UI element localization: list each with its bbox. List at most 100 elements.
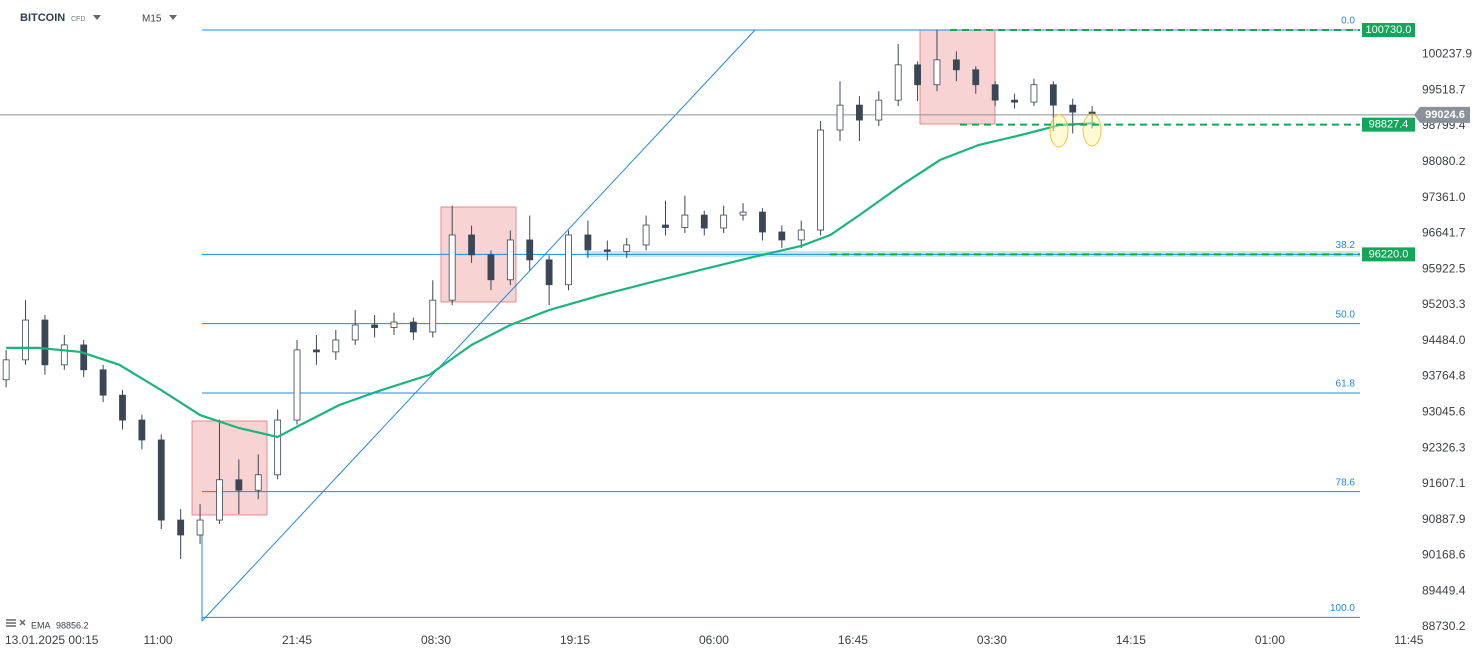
plot-area: 0.0 38.2 50.0 61.8 78.6 100.0	[0, 16, 1415, 618]
candle-body	[1049, 84, 1057, 106]
candle-body	[332, 339, 340, 353]
candle-body	[254, 474, 262, 491]
candle-body	[681, 214, 689, 228]
candle-body	[875, 99, 883, 121]
candle-body	[487, 254, 495, 281]
candle-body	[390, 321, 398, 328]
price-tag	[1362, 23, 1415, 38]
last-price-tag	[1414, 106, 1470, 123]
x-tick-label: 14:15	[1116, 633, 1146, 647]
candle-body	[448, 234, 456, 301]
candle-body	[700, 214, 708, 229]
candle-body	[1030, 84, 1038, 103]
candle-body	[506, 239, 514, 281]
candle-body	[642, 224, 650, 246]
y-tick-label: 97361.0	[1422, 190, 1466, 204]
x-tick-label: 11:45	[1394, 633, 1423, 647]
candle-body	[2, 359, 10, 381]
trend-line	[201, 29, 756, 622]
candle-body	[313, 349, 320, 353]
candle-body	[41, 319, 49, 366]
candle-body	[991, 84, 999, 101]
ema-line	[6, 122, 1096, 439]
candle-body	[545, 259, 553, 286]
y-tick-label: 93045.6	[1422, 404, 1466, 418]
price-tag	[1362, 247, 1415, 262]
candle-body	[565, 234, 572, 286]
fib-label: 100.0	[1330, 603, 1355, 614]
y-tick-label: 88730.2	[1422, 619, 1466, 633]
candle-body	[1069, 104, 1077, 113]
dropdown-arrow[interactable]	[169, 15, 177, 20]
candle-body	[99, 369, 107, 396]
fib-label: 61.8	[1336, 379, 1356, 390]
candle-body	[468, 234, 475, 256]
candle-body	[759, 211, 766, 233]
timeframe[interactable]: M15	[142, 14, 162, 25]
y-tick-label: 95203.3	[1422, 297, 1466, 311]
candle-body	[952, 59, 960, 71]
y-tick-label: 94484.0	[1422, 333, 1466, 347]
x-tick-label: 06:00	[699, 633, 729, 647]
candle-body	[409, 321, 417, 333]
candle-body	[797, 229, 805, 241]
candle-body	[526, 239, 534, 261]
y-tick-label: 99518.7	[1422, 82, 1466, 96]
candle-body	[196, 519, 204, 536]
candle-body	[293, 349, 301, 421]
candle-body	[274, 419, 282, 476]
dropdown-arrow[interactable]	[93, 15, 101, 20]
x-tick-label: 03:30	[977, 633, 1007, 647]
candle-body	[856, 104, 863, 121]
price-tag-label: 98827.4	[1369, 119, 1409, 131]
candle-body	[216, 479, 223, 521]
candle-body	[623, 244, 631, 252]
candle-body	[778, 231, 786, 241]
x-tick-label: 19:15	[560, 633, 590, 647]
candle-body	[157, 439, 165, 521]
legend-name: EMA	[31, 620, 51, 630]
y-tick-label: 91607.1	[1422, 476, 1466, 490]
y-tick-label: 98080.2	[1422, 154, 1466, 168]
candle-body	[119, 394, 126, 421]
symbol[interactable]: BITCOIN	[20, 12, 65, 24]
legend-close[interactable]	[19, 619, 26, 626]
candle-body	[933, 59, 941, 86]
y-tick-label: 96641.7	[1422, 226, 1466, 240]
candle-body	[972, 69, 980, 86]
candle-body	[60, 344, 68, 366]
candle-body	[429, 299, 437, 333]
candle-body	[1011, 99, 1018, 103]
candle-body	[177, 519, 185, 536]
x-tick-label: 13.01.2025 00:15	[5, 633, 99, 647]
x-tick-label: 21:45	[282, 633, 312, 647]
fib-label: 50.0	[1336, 309, 1356, 320]
candle-body	[22, 319, 29, 361]
x-tick-label: 01:00	[1255, 633, 1285, 647]
fib-label: 78.6	[1336, 477, 1356, 488]
candle-body	[371, 324, 378, 328]
candle-body	[817, 129, 825, 231]
candle-body	[351, 324, 359, 341]
price-tag-label: 96220.0	[1369, 248, 1409, 260]
highlight-box	[919, 29, 996, 125]
price-tag	[1362, 117, 1415, 132]
x-tick-label: 08:30	[421, 633, 451, 647]
legend-icon[interactable]	[6, 619, 16, 627]
candle-body	[914, 64, 921, 86]
price-tag-label: 100730.0	[1366, 24, 1412, 36]
x-tick-label: 11:00	[143, 633, 172, 647]
candle-body	[739, 211, 747, 216]
last-price-label: 99024.6	[1425, 109, 1465, 121]
highlight-box	[191, 420, 268, 516]
candle-body	[235, 479, 243, 491]
candle-body	[80, 344, 88, 371]
fib-label: 0.0	[1341, 16, 1355, 27]
y-tick-label: 100237.9	[1422, 47, 1472, 61]
y-tick-label: 92326.3	[1422, 440, 1466, 454]
highlight-ellipse	[1049, 114, 1069, 148]
x-tick-label: 16:45	[838, 633, 868, 647]
highlight-ellipse	[1082, 113, 1102, 147]
legend-value: 98856.2	[56, 620, 89, 630]
